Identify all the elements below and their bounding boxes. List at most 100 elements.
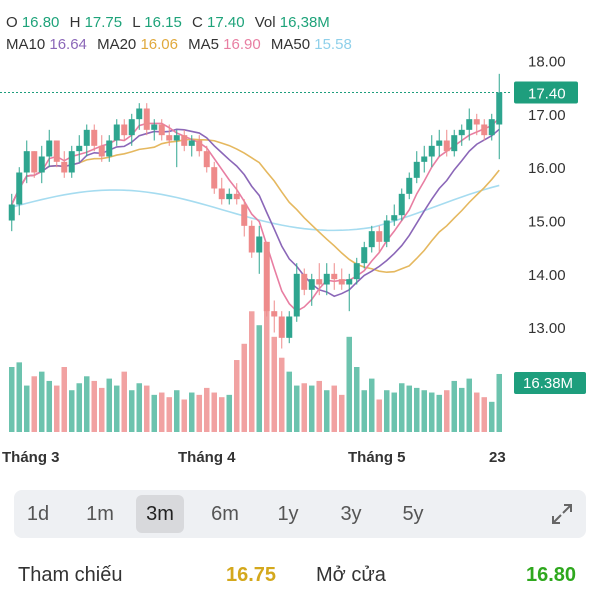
high-label: H xyxy=(69,14,81,31)
volume-bar xyxy=(481,397,487,432)
volume-bar xyxy=(219,397,225,432)
candle-body xyxy=(121,124,128,136)
ma5-label: MA5 xyxy=(188,36,219,53)
volume-bar xyxy=(226,394,232,432)
timeframe-1m[interactable]: 1m xyxy=(86,503,114,525)
candle-body xyxy=(488,119,495,136)
expand-icon[interactable] xyxy=(550,502,574,526)
open-price-label: Mở cửa xyxy=(316,564,386,586)
volume-bar xyxy=(211,392,217,432)
volume-bar xyxy=(406,385,412,432)
timeframe-1y[interactable]: 1y xyxy=(277,503,299,525)
last-volume-tag xyxy=(514,372,586,394)
timeframe-5y[interactable]: 5y xyxy=(402,503,424,525)
volume-value: 16,38M xyxy=(279,14,330,31)
volume-bar xyxy=(99,387,105,432)
price-tick-label: 15.00 xyxy=(528,214,566,231)
last-price-label: 17.40 xyxy=(528,86,566,103)
low-label: L xyxy=(132,14,141,31)
timeframe-6m[interactable]: 6m xyxy=(211,503,239,525)
open-value: 16.80 xyxy=(21,14,60,31)
candle-body xyxy=(308,279,315,290)
timeframe-3y[interactable]: 3y xyxy=(340,503,362,525)
candle-body xyxy=(23,151,30,173)
volume-bar xyxy=(91,380,97,432)
ma20-value: 16.06 xyxy=(140,36,178,53)
last-volume-label: 16.38M xyxy=(523,375,573,392)
candle-body xyxy=(271,311,278,317)
volume-bar xyxy=(166,397,172,432)
volume-bar xyxy=(264,306,270,432)
candle-body xyxy=(263,241,270,312)
volume-bar xyxy=(196,394,202,432)
candle-body xyxy=(406,177,413,194)
candle-body xyxy=(443,140,450,152)
candle-body xyxy=(38,156,45,173)
candle-body xyxy=(203,151,210,168)
price-chart[interactable]: 18.00 17.00 16.00 15.00 14.00 13.00 17.40 16.38… xyxy=(0,0,600,480)
candle-body xyxy=(413,161,420,178)
candle-body xyxy=(361,247,368,264)
volume-bar xyxy=(256,325,262,432)
candle-body xyxy=(196,140,203,152)
candle-body xyxy=(98,145,105,157)
volume-bar xyxy=(339,394,345,432)
candle-body xyxy=(166,135,173,141)
candle-body xyxy=(466,119,473,130)
candle-body xyxy=(158,124,165,136)
volume-bar xyxy=(204,387,210,432)
volume-bar xyxy=(429,392,435,432)
volume-bar xyxy=(24,385,30,432)
candle-body xyxy=(346,279,353,285)
volume-bar xyxy=(39,371,45,432)
candle-body xyxy=(301,273,308,290)
volume-bar xyxy=(294,385,300,432)
candle-body xyxy=(481,124,488,136)
candle-body xyxy=(451,135,458,152)
volume-bar xyxy=(84,376,90,432)
candle-body xyxy=(226,193,233,200)
volume-bar xyxy=(346,336,352,432)
timeframe-3m[interactable]: 3m xyxy=(136,495,184,533)
candle-body xyxy=(53,140,60,162)
candle-body xyxy=(233,193,240,200)
volume-bar xyxy=(249,311,255,432)
candle-body xyxy=(181,135,188,146)
candle-body xyxy=(46,140,53,157)
time-axis-label: Tháng 4 xyxy=(178,449,236,466)
volume-bar xyxy=(391,392,397,432)
volume-bar xyxy=(451,380,457,432)
candle-body xyxy=(436,140,443,146)
volume-bar xyxy=(436,394,442,432)
candle-body xyxy=(473,119,480,125)
candle-body xyxy=(68,151,75,173)
candle-body xyxy=(383,220,390,242)
candle-body xyxy=(496,92,503,125)
candle-body xyxy=(106,140,113,157)
candle-body xyxy=(256,236,263,253)
timeframe-1d[interactable]: 1d xyxy=(26,503,50,525)
volume-bar xyxy=(474,392,480,432)
timeframe-selector: 1d 1m 3m 6m 1y 3y 5y xyxy=(14,490,586,538)
volume-bar xyxy=(466,378,472,432)
volume-bar xyxy=(144,385,150,432)
volume-bar xyxy=(121,371,127,432)
candle-body xyxy=(391,215,398,221)
volume-bar xyxy=(421,390,427,432)
volume-label: Vol xyxy=(254,14,276,31)
volume-bar xyxy=(316,380,322,432)
ma50-line xyxy=(11,184,500,232)
reference-label: Tham chiếu xyxy=(18,564,123,586)
open-label: O xyxy=(6,14,18,31)
price-tick-label: 17.00 xyxy=(528,107,566,124)
volume-bar xyxy=(459,387,465,432)
candle-body xyxy=(8,204,15,221)
candle-body xyxy=(76,145,83,152)
quote-stats: Tham chiếu 16.75 Mở cửa 16.80 xyxy=(0,550,600,600)
volume-bar xyxy=(286,371,292,432)
candle-body xyxy=(316,279,323,285)
volume-bar xyxy=(271,336,277,432)
candle-body xyxy=(398,193,405,216)
volume-bar xyxy=(129,390,135,432)
volume-bar xyxy=(369,378,375,432)
